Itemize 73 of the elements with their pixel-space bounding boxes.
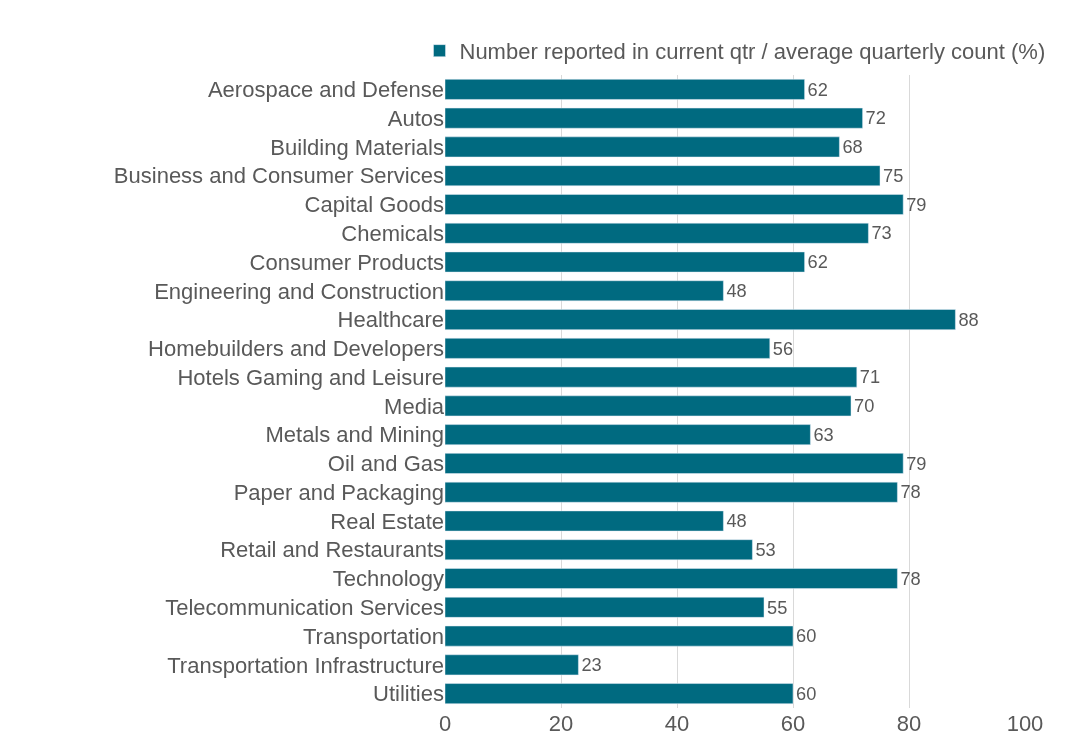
bar — [445, 539, 753, 561]
y-tick-label: Paper and Packaging — [233, 479, 444, 505]
data-label: 48 — [726, 511, 747, 532]
bar — [445, 481, 898, 503]
bar — [445, 194, 904, 215]
bar — [445, 280, 724, 302]
data-label: 88 — [958, 309, 979, 330]
y-tick-label: Hotels Gaming and Leisure — [177, 364, 444, 390]
y-tick-label: Aerospace and Defense — [207, 77, 444, 103]
bar — [445, 79, 805, 100]
bar — [445, 625, 794, 647]
y-tick-label: Real Estate — [330, 508, 444, 534]
data-label: 70 — [854, 396, 875, 417]
y-tick-label: Transportation Infrastructure — [167, 652, 444, 678]
bar — [445, 309, 956, 330]
y-tick-label: Healthcare — [337, 307, 444, 333]
y-tick-label: Retail and Restaurants — [220, 537, 444, 563]
bar — [445, 107, 863, 129]
y-tick-label: Utilities — [373, 681, 444, 707]
bar — [445, 136, 840, 158]
bar — [445, 453, 904, 474]
legend-label: Number reported in current qtr / average quarterly count (%) — [459, 39, 1046, 65]
y-tick-label: Capital Goods — [304, 192, 444, 218]
data-label: 72 — [865, 108, 886, 129]
data-label: 60 — [796, 626, 817, 647]
data-label: 75 — [883, 164, 904, 186]
data-label: 78 — [900, 481, 921, 503]
data-label: 23 — [581, 655, 602, 676]
data-label: 53 — [755, 539, 776, 560]
x-tick-label: 100 — [1006, 711, 1044, 736]
y-tick-label: Building Materials — [270, 134, 444, 160]
data-label: 55 — [767, 597, 788, 618]
data-label: 79 — [906, 194, 927, 215]
bar — [445, 395, 852, 417]
y-tick-label: Business and Consumer Services — [113, 163, 444, 189]
y-tick-label: Consumer Products — [249, 249, 444, 275]
data-label: 48 — [726, 281, 747, 302]
y-tick-label: Homebuilders and Developers — [148, 336, 444, 362]
y-tick-label: Transportation — [302, 623, 444, 649]
y-tick-label: Media — [384, 393, 445, 419]
data-label: 68 — [842, 137, 863, 158]
y-tick-label: Telecommunication Services — [165, 595, 444, 620]
x-tick-label: 0 — [438, 711, 452, 736]
data-label: 71 — [859, 367, 881, 388]
bar — [445, 568, 898, 589]
y-tick-label: Autos — [387, 105, 444, 131]
bar — [445, 683, 794, 704]
y-tick-label: Chemicals — [341, 220, 444, 246]
data-label: 60 — [796, 683, 817, 704]
y-tick-label: Engineering and Construction — [154, 278, 444, 304]
y-tick-label: Oil and Gas — [327, 451, 444, 477]
data-label: 73 — [871, 223, 892, 244]
x-tick-label: 20 — [548, 711, 574, 736]
x-tick-label: 60 — [780, 711, 806, 736]
data-label: 63 — [813, 424, 834, 445]
data-label: 56 — [772, 338, 794, 359]
y-tick-label: Technology — [332, 566, 444, 592]
bar — [445, 424, 811, 445]
bar — [445, 251, 805, 273]
data-label: 62 — [807, 252, 828, 273]
bar — [445, 165, 881, 187]
bar — [445, 596, 765, 618]
bar — [445, 222, 869, 244]
bar — [445, 510, 724, 532]
x-tick-label: 40 — [664, 711, 690, 736]
y-tick-label: Metals and Mining — [265, 422, 444, 448]
bar — [445, 654, 579, 676]
bar — [445, 338, 771, 359]
data-label: 78 — [900, 568, 921, 589]
data-label: 62 — [807, 79, 828, 100]
bar — [445, 366, 858, 388]
x-tick-label: 80 — [896, 711, 922, 736]
data-label: 79 — [906, 453, 927, 474]
